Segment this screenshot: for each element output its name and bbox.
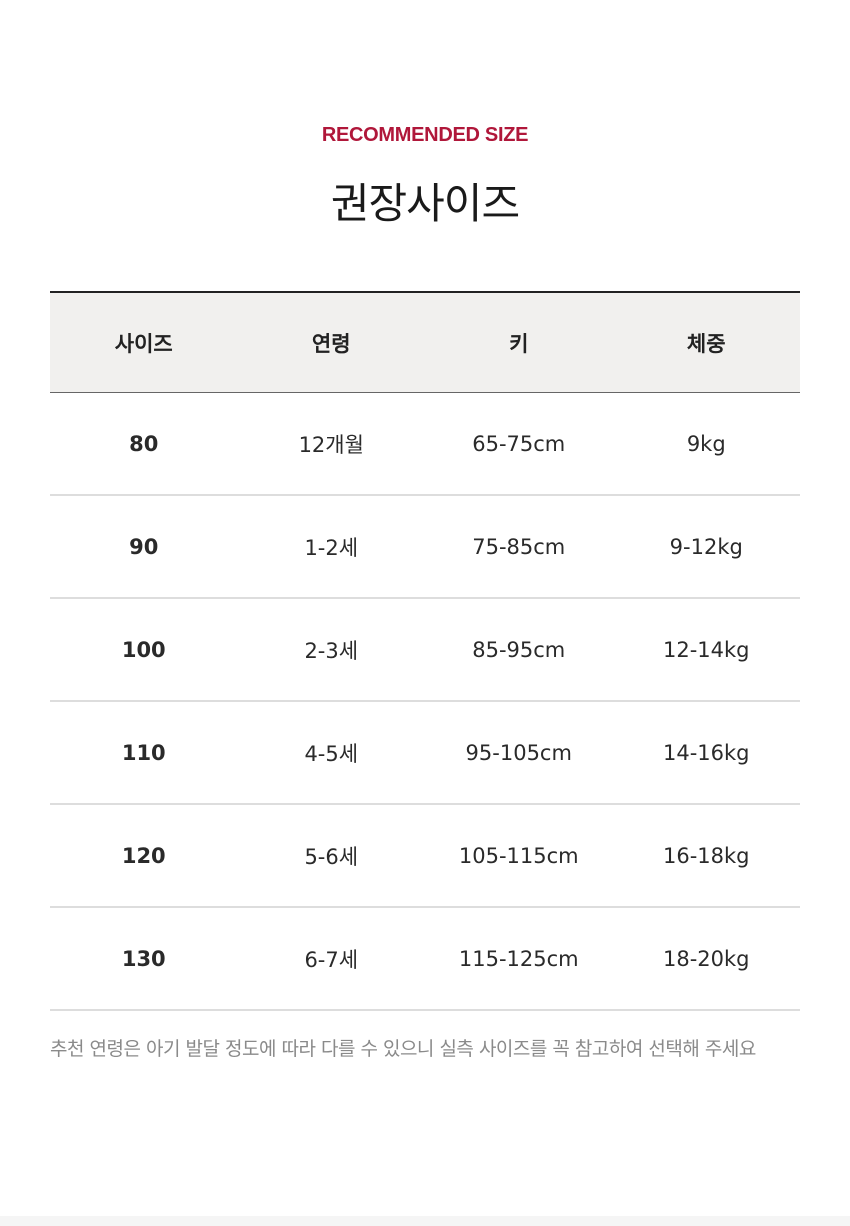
cell-height: 75-85cm xyxy=(425,495,613,599)
cell-height: 65-75cm xyxy=(425,392,613,496)
cell-size: 100 xyxy=(50,598,238,702)
cell-age: 2-3세 xyxy=(237,598,425,702)
cell-height: 85-95cm xyxy=(425,598,613,702)
cell-size: 90 xyxy=(50,495,238,599)
table-row: 90 1-2세 75-85cm 9-12kg xyxy=(50,495,800,599)
cell-height: 115-125cm xyxy=(425,907,613,1011)
table-row: 80 12개월 65-75cm 9kg xyxy=(50,392,800,496)
cell-age: 1-2세 xyxy=(237,495,425,599)
cell-age: 6-7세 xyxy=(237,907,425,1011)
cell-age: 4-5세 xyxy=(237,701,425,805)
cell-size: 130 xyxy=(50,907,238,1011)
table-row: 130 6-7세 115-125cm 18-20kg xyxy=(50,907,800,1011)
column-header-height: 키 xyxy=(509,331,529,356)
column-header-size: 사이즈 xyxy=(114,331,173,356)
cell-size: 120 xyxy=(50,804,238,908)
size-table: 사이즈 연령 키 체중 80 12개월 65-75cm 9kg 90 1-2세 75-85c… xyxy=(50,291,800,1011)
footer-divider xyxy=(0,1216,850,1226)
cell-size: 80 xyxy=(50,392,238,496)
cell-age: 12개월 xyxy=(237,392,425,496)
cell-height: 95-105cm xyxy=(425,701,613,805)
cell-weight: 16-18kg xyxy=(612,804,800,908)
column-header-weight: 체중 xyxy=(686,331,726,356)
page-title: 권장사이즈 xyxy=(330,179,520,228)
table-row: 120 5-6세 105-115cm 16-18kg xyxy=(50,804,800,908)
cell-size: 110 xyxy=(50,701,238,805)
section-eyebrow: RECOMMENDED SIZE xyxy=(321,124,529,146)
cell-weight: 14-16kg xyxy=(612,701,800,805)
cell-height: 105-115cm xyxy=(425,804,613,908)
size-note: 추천 연령은 아기 발달 정도에 따라 다를 수 있으니 실측 사이즈를 꼭 참… xyxy=(50,1038,756,1060)
table-row: 110 4-5세 95-105cm 14-16kg xyxy=(50,701,800,805)
cell-age: 5-6세 xyxy=(237,804,425,908)
cell-weight: 12-14kg xyxy=(612,598,800,702)
column-header-age: 연령 xyxy=(311,331,351,356)
cell-weight: 18-20kg xyxy=(612,907,800,1011)
cell-weight: 9-12kg xyxy=(612,495,800,599)
table-row: 100 2-3세 85-95cm 12-14kg xyxy=(50,598,800,702)
table-header-row: 사이즈 연령 키 체중 xyxy=(50,292,800,393)
cell-weight: 9kg xyxy=(612,392,800,496)
